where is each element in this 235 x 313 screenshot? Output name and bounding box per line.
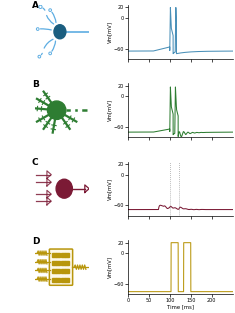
Y-axis label: Vm[mV]: Vm[mV] (107, 21, 112, 43)
Text: D: D (32, 237, 39, 246)
Text: A: A (32, 2, 39, 10)
Y-axis label: Vm[mV]: Vm[mV] (107, 256, 112, 278)
Text: C: C (32, 158, 38, 167)
Circle shape (47, 101, 66, 120)
Y-axis label: Vm[mV]: Vm[mV] (107, 99, 112, 121)
X-axis label: Time [ms]: Time [ms] (167, 305, 194, 310)
Y-axis label: Vm[mV]: Vm[mV] (107, 178, 112, 200)
Ellipse shape (56, 179, 72, 198)
Ellipse shape (54, 25, 66, 39)
Text: B: B (32, 80, 39, 89)
FancyBboxPatch shape (49, 249, 73, 285)
